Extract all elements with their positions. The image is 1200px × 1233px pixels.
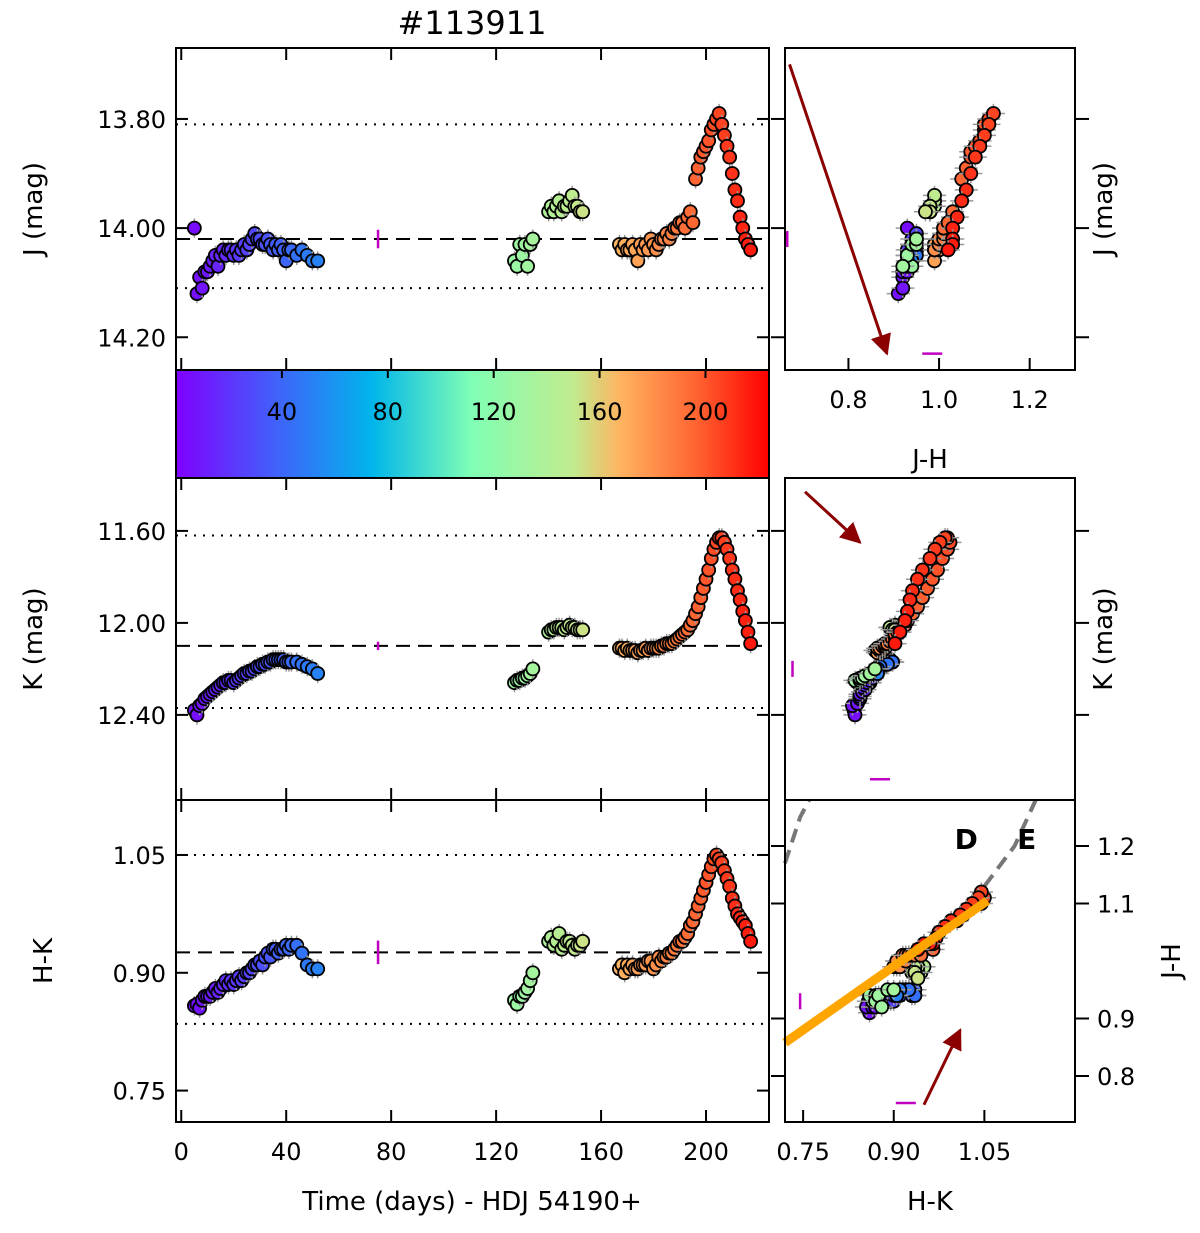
data-point-108 <box>963 166 979 181</box>
data-point-107 <box>922 551 938 566</box>
data-point-50 <box>886 982 902 998</box>
x-axis-label-jh: J-H <box>910 445 948 475</box>
dashed-curve-0 <box>783 799 811 864</box>
x-tick-label-2: 1.2 <box>1011 386 1049 414</box>
data-point-50 <box>867 661 883 677</box>
data-point-115 <box>887 636 903 651</box>
y-tick-label-1: 12.00 <box>97 610 166 638</box>
y-tick-label-0: 0.75 <box>113 1078 166 1106</box>
data-point-48 <box>895 258 911 274</box>
colorbar-tick-label-4: 200 <box>683 398 729 426</box>
y-tick-label-0: 0.8 <box>1097 1063 1135 1091</box>
reddening-arrow <box>922 1028 962 1106</box>
y-axis-label-k: K (mag) <box>19 587 49 690</box>
data-point-115 <box>743 933 759 949</box>
y-axis-label-k-right: K (mag) <box>1089 587 1119 690</box>
x-tick-label-2: 80 <box>376 1138 407 1166</box>
x-tick-label-4: 160 <box>578 1138 624 1166</box>
data-point-115 <box>743 242 759 258</box>
y-tick-label-1: 14.00 <box>97 215 166 243</box>
annotation-d: D <box>955 823 978 856</box>
data-point-115 <box>743 636 759 651</box>
panel-hk-lightcurve: 0.75 0.90 1.05 0 40 80 120 160 200 H-K Time (day… <box>29 799 770 1217</box>
x-tick-label-0: 0.8 <box>829 386 867 414</box>
colorbar: 40 80 120 160 200 <box>175 369 770 479</box>
data-point-64 <box>575 933 591 949</box>
data-point-3 <box>194 280 210 296</box>
data-point-50 <box>525 231 541 247</box>
data-point-93 <box>685 215 701 231</box>
data-point-108 <box>724 166 740 181</box>
y-tick-label-0: 13.80 <box>97 106 166 134</box>
dashed-curve-1 <box>982 799 1038 888</box>
data-point-50 <box>525 661 541 677</box>
fit-line <box>782 896 990 1047</box>
panel-j-cmd: 0.8 1.0 1.2 J-H J (mag) <box>771 47 1119 475</box>
x-tick-label-1: 0.90 <box>867 1138 920 1166</box>
data-point-0 <box>186 220 202 236</box>
x-tick-label-1: 40 <box>271 1138 302 1166</box>
x-tick-label-0: 0.75 <box>776 1138 829 1166</box>
y-axis-label-jh: J-H <box>1157 943 1187 981</box>
y-axis-label-j: J (mag) <box>19 162 49 258</box>
y-tick-label-2: 1.1 <box>1097 891 1135 919</box>
chart-title: #113911 <box>398 4 547 42</box>
data-point-42 <box>310 666 326 681</box>
y-tick-label-0: 11.60 <box>97 518 166 546</box>
data-point-48 <box>874 999 890 1015</box>
data-point-48 <box>520 258 536 274</box>
data-point-64 <box>575 622 591 638</box>
panel-kcmd-frame <box>784 477 1076 801</box>
y-tick-label-1: 0.9 <box>1097 1006 1135 1034</box>
y-axis-label-j-right: J (mag) <box>1089 162 1119 258</box>
data-point-42 <box>310 253 326 269</box>
colorbar-tick-label-0: 40 <box>267 398 298 426</box>
colorbar-tick-label-1: 80 <box>373 398 404 426</box>
panel-j-frame <box>175 47 770 371</box>
x-tick-label-3: 120 <box>473 1138 519 1166</box>
data-point-64 <box>575 204 591 220</box>
panel-color-color: 0.8 0.9 1.1 1.2 0.75 0.90 1.05 D E H-K J-H <box>771 799 1187 1217</box>
colorbar-gradient <box>176 370 769 478</box>
x-axis-label-time: Time (days) - HDJ 54190+ <box>301 1187 641 1217</box>
x-tick-label-1: 1.0 <box>920 386 958 414</box>
y-tick-label-2: 12.40 <box>97 702 166 730</box>
panel-k-cmd: K (mag) <box>771 477 1119 801</box>
data-point-107 <box>967 149 983 165</box>
reddening-arrow <box>788 63 891 356</box>
annotation-e: E <box>1017 823 1036 856</box>
y-tick-label-2: 14.20 <box>97 324 166 352</box>
data-point-107 <box>722 878 738 894</box>
x-tick-label-0: 0 <box>174 1138 189 1166</box>
data-point-50 <box>909 231 924 247</box>
y-tick-label-2: 1.05 <box>113 842 166 870</box>
data-point-64 <box>910 970 926 986</box>
reddening-arrow <box>803 490 862 544</box>
colorbar-tick-label-2: 120 <box>471 398 517 426</box>
y-tick-label-1: 0.90 <box>113 960 166 988</box>
y-axis-label-hk: H-K <box>29 937 59 984</box>
data-point-64 <box>918 204 933 220</box>
data-point-107 <box>722 149 738 165</box>
x-axis-label-hk: H-K <box>907 1187 954 1217</box>
panel-hk-frame <box>175 799 770 1123</box>
data-point-50 <box>525 965 541 981</box>
x-tick-label-5: 200 <box>683 1138 729 1166</box>
panel-j-lightcurve: 13.80 14.00 14.20 J (mag) <box>19 47 770 371</box>
panel-ccd-frame <box>784 799 1076 1123</box>
data-point-42 <box>310 961 326 977</box>
data-point-110 <box>730 193 745 209</box>
colorbar-tick-label-3: 160 <box>577 398 623 426</box>
data-point-3 <box>895 280 911 296</box>
y-tick-label-3: 1.2 <box>1097 833 1135 861</box>
panel-k-lightcurve: 11.60 12.00 12.40 K (mag) <box>19 477 770 801</box>
data-point-110 <box>954 193 970 209</box>
data-point-39 <box>294 945 310 961</box>
x-tick-label-2: 1.05 <box>958 1138 1011 1166</box>
data-point-115 <box>940 242 956 258</box>
panel-jcmd-frame <box>784 47 1076 371</box>
